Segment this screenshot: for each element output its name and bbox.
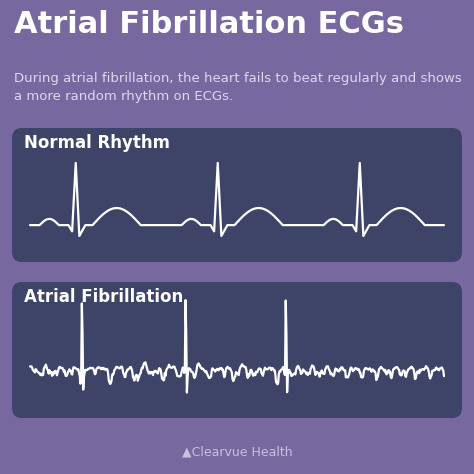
Text: ▲Clearvue Health: ▲Clearvue Health — [182, 445, 292, 458]
Text: During atrial fibrillation, the heart fails to beat regularly and shows
a more r: During atrial fibrillation, the heart fa… — [14, 72, 462, 103]
FancyBboxPatch shape — [12, 282, 462, 418]
Text: Atrial Fibrillation: Atrial Fibrillation — [24, 288, 183, 306]
Text: Normal Rhythm: Normal Rhythm — [24, 134, 170, 152]
Text: Atrial Fibrillation ECGs: Atrial Fibrillation ECGs — [14, 10, 404, 39]
FancyBboxPatch shape — [12, 128, 462, 262]
